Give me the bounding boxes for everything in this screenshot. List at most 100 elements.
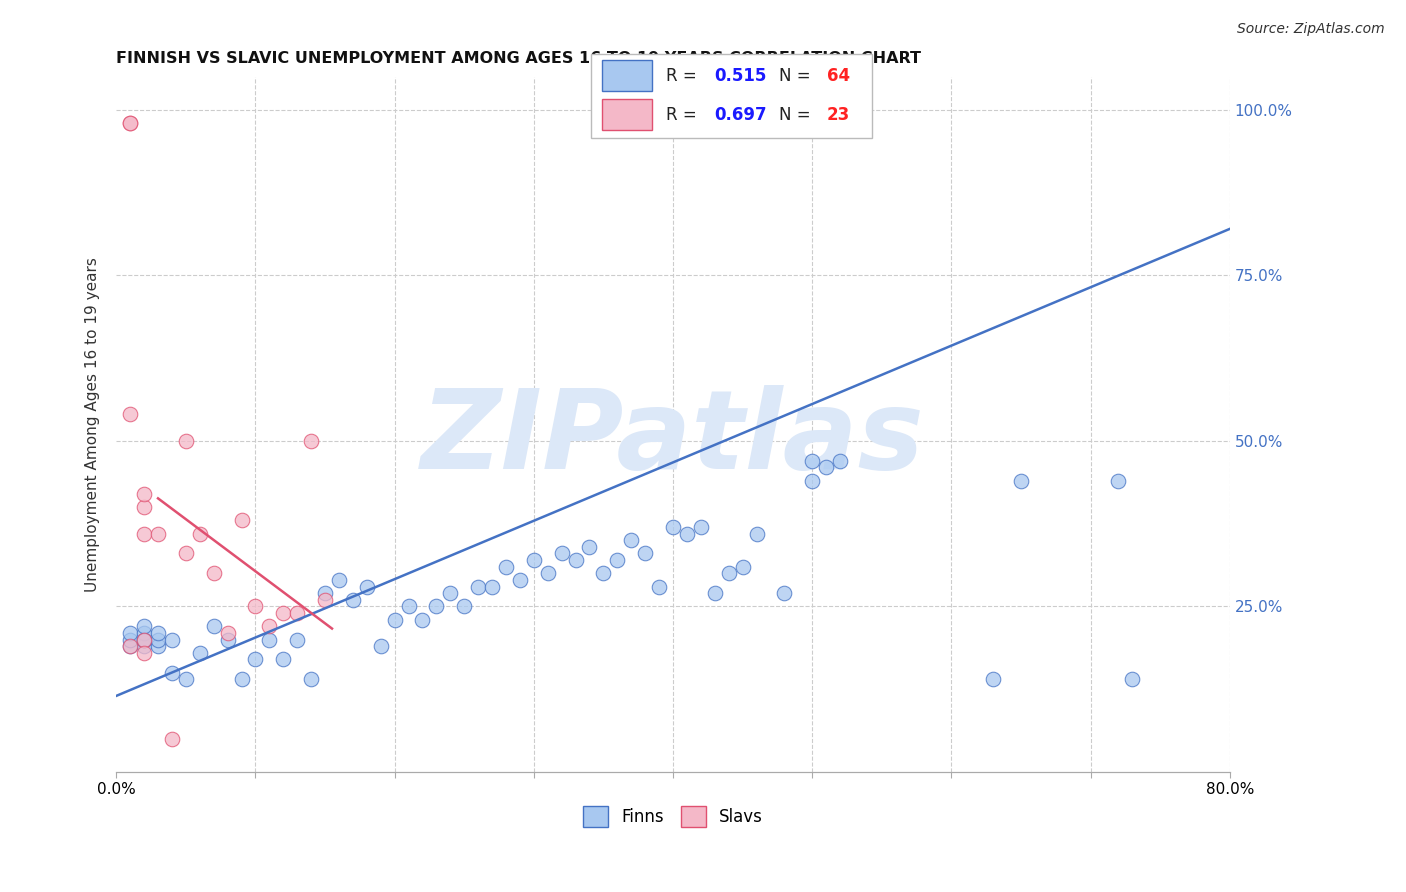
Point bbox=[828, 454, 851, 468]
Point bbox=[703, 586, 725, 600]
Point bbox=[245, 599, 267, 614]
Point bbox=[132, 632, 155, 647]
Point bbox=[202, 619, 225, 633]
Text: 0.697: 0.697 bbox=[714, 105, 766, 123]
Point bbox=[384, 613, 406, 627]
Point bbox=[120, 639, 142, 653]
Point bbox=[160, 632, 183, 647]
Point bbox=[271, 652, 294, 666]
Point bbox=[259, 619, 281, 633]
Point bbox=[662, 520, 685, 534]
Point bbox=[132, 632, 155, 647]
Point bbox=[120, 408, 142, 422]
Text: 23: 23 bbox=[827, 105, 851, 123]
Point bbox=[411, 613, 433, 627]
Point bbox=[160, 665, 183, 680]
Point bbox=[689, 520, 711, 534]
Point bbox=[564, 553, 586, 567]
Point bbox=[717, 566, 740, 581]
Point bbox=[174, 546, 197, 560]
Point bbox=[146, 526, 169, 541]
Point bbox=[537, 566, 560, 581]
Point bbox=[120, 116, 142, 130]
Point bbox=[174, 434, 197, 448]
Point bbox=[370, 639, 392, 653]
Point bbox=[146, 632, 169, 647]
Point bbox=[120, 639, 142, 653]
Point bbox=[160, 731, 183, 746]
Point bbox=[146, 626, 169, 640]
Point bbox=[271, 606, 294, 620]
Point bbox=[773, 586, 796, 600]
Point bbox=[188, 646, 211, 660]
Point bbox=[132, 639, 155, 653]
Point bbox=[981, 673, 1004, 687]
Point bbox=[285, 606, 308, 620]
Text: R =: R = bbox=[666, 67, 703, 85]
Point bbox=[606, 553, 628, 567]
Point bbox=[453, 599, 475, 614]
Point bbox=[245, 652, 267, 666]
Point bbox=[132, 487, 155, 501]
Point bbox=[146, 639, 169, 653]
Point bbox=[1121, 673, 1143, 687]
Point bbox=[132, 646, 155, 660]
Y-axis label: Unemployment Among Ages 16 to 19 years: Unemployment Among Ages 16 to 19 years bbox=[86, 257, 100, 591]
Text: N =: N = bbox=[779, 67, 815, 85]
Text: 0.515: 0.515 bbox=[714, 67, 766, 85]
Text: N =: N = bbox=[779, 105, 815, 123]
Point bbox=[509, 573, 531, 587]
Point bbox=[620, 533, 643, 548]
Point bbox=[495, 559, 517, 574]
Point bbox=[648, 580, 671, 594]
Point bbox=[676, 526, 699, 541]
Point bbox=[259, 632, 281, 647]
Point bbox=[467, 580, 489, 594]
Point bbox=[745, 526, 768, 541]
FancyBboxPatch shape bbox=[602, 61, 652, 91]
Point bbox=[731, 559, 754, 574]
Text: 64: 64 bbox=[827, 67, 849, 85]
Point bbox=[801, 454, 824, 468]
Point bbox=[132, 500, 155, 515]
Point bbox=[120, 632, 142, 647]
Point bbox=[481, 580, 503, 594]
Point bbox=[174, 673, 197, 687]
Point bbox=[314, 592, 336, 607]
Point bbox=[314, 586, 336, 600]
Point bbox=[342, 592, 364, 607]
Point bbox=[132, 626, 155, 640]
Point bbox=[188, 526, 211, 541]
Text: Source: ZipAtlas.com: Source: ZipAtlas.com bbox=[1237, 22, 1385, 37]
Point bbox=[592, 566, 614, 581]
Point bbox=[285, 632, 308, 647]
Point bbox=[299, 673, 322, 687]
FancyBboxPatch shape bbox=[591, 54, 872, 138]
Point bbox=[120, 116, 142, 130]
FancyBboxPatch shape bbox=[602, 99, 652, 130]
Point bbox=[217, 632, 239, 647]
Point bbox=[356, 580, 378, 594]
Point bbox=[801, 474, 824, 488]
Point bbox=[425, 599, 447, 614]
Point bbox=[299, 434, 322, 448]
Point bbox=[439, 586, 461, 600]
Point bbox=[634, 546, 657, 560]
Legend: Finns, Slavs: Finns, Slavs bbox=[576, 799, 769, 833]
Point bbox=[132, 619, 155, 633]
Point bbox=[1107, 474, 1129, 488]
Point bbox=[132, 632, 155, 647]
Point bbox=[231, 673, 253, 687]
Point bbox=[202, 566, 225, 581]
Point bbox=[578, 540, 600, 554]
Point bbox=[398, 599, 420, 614]
Text: R =: R = bbox=[666, 105, 703, 123]
Point bbox=[523, 553, 546, 567]
Point bbox=[231, 513, 253, 527]
Text: ZIPatlas: ZIPatlas bbox=[422, 384, 925, 491]
Text: FINNISH VS SLAVIC UNEMPLOYMENT AMONG AGES 16 TO 19 YEARS CORRELATION CHART: FINNISH VS SLAVIC UNEMPLOYMENT AMONG AGE… bbox=[117, 51, 921, 66]
Point bbox=[550, 546, 572, 560]
Point bbox=[328, 573, 350, 587]
Point bbox=[815, 460, 838, 475]
Point bbox=[132, 526, 155, 541]
